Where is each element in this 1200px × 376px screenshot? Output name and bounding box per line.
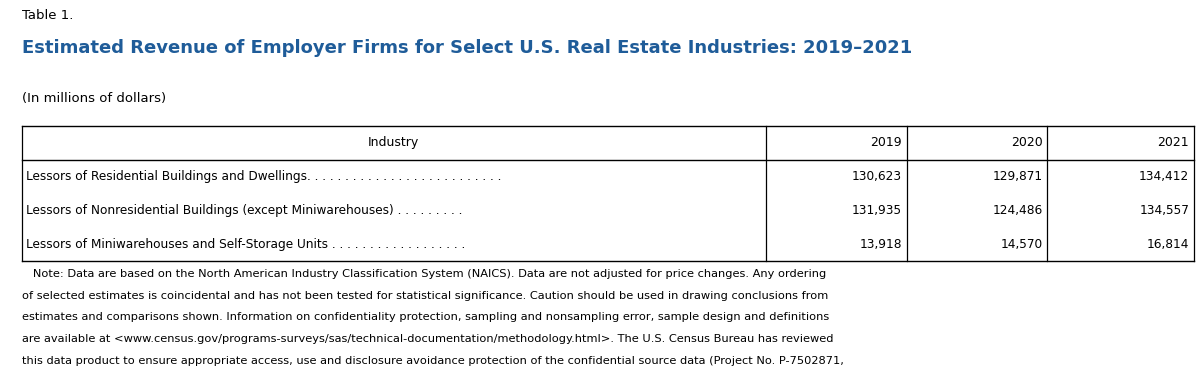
- Text: Lessors of Nonresidential Buildings (except Miniwarehouses) . . . . . . . . .: Lessors of Nonresidential Buildings (exc…: [26, 204, 463, 217]
- Text: 2021: 2021: [1158, 136, 1189, 149]
- Text: Table 1.: Table 1.: [22, 9, 73, 23]
- Text: of selected estimates is coincidental and has not been tested for statistical si: of selected estimates is coincidental an…: [22, 291, 828, 301]
- Text: 124,486: 124,486: [992, 204, 1043, 217]
- Text: 129,871: 129,871: [992, 170, 1043, 183]
- Text: Lessors of Miniwarehouses and Self-Storage Units . . . . . . . . . . . . . . . .: Lessors of Miniwarehouses and Self-Stora…: [26, 238, 466, 251]
- Text: 2019: 2019: [870, 136, 902, 149]
- Text: Note: Data are based on the North American Industry Classification System (NAICS: Note: Data are based on the North Americ…: [22, 269, 826, 279]
- Text: 16,814: 16,814: [1147, 238, 1189, 251]
- Text: 2020: 2020: [1010, 136, 1043, 149]
- Text: Industry: Industry: [368, 136, 420, 149]
- Text: 14,570: 14,570: [1001, 238, 1043, 251]
- Text: 134,412: 134,412: [1139, 170, 1189, 183]
- Text: 13,918: 13,918: [859, 238, 902, 251]
- Text: Estimated Revenue of Employer Firms for Select U.S. Real Estate Industries: 2019: Estimated Revenue of Employer Firms for …: [22, 39, 912, 58]
- Text: 131,935: 131,935: [852, 204, 902, 217]
- Text: estimates and comparisons shown. Information on confidentiality protection, samp: estimates and comparisons shown. Informa…: [22, 312, 829, 323]
- Text: this data product to ensure appropriate access, use and disclosure avoidance pro: this data product to ensure appropriate …: [22, 356, 844, 366]
- Text: 130,623: 130,623: [852, 170, 902, 183]
- Text: (In millions of dollars): (In millions of dollars): [22, 92, 166, 105]
- Text: are available at <www.census.gov/programs-surveys/sas/technical-documentation/me: are available at <www.census.gov/program…: [22, 334, 833, 344]
- Text: 134,557: 134,557: [1139, 204, 1189, 217]
- Text: Lessors of Residential Buildings and Dwellings. . . . . . . . . . . . . . . . . : Lessors of Residential Buildings and Dwe…: [26, 170, 502, 183]
